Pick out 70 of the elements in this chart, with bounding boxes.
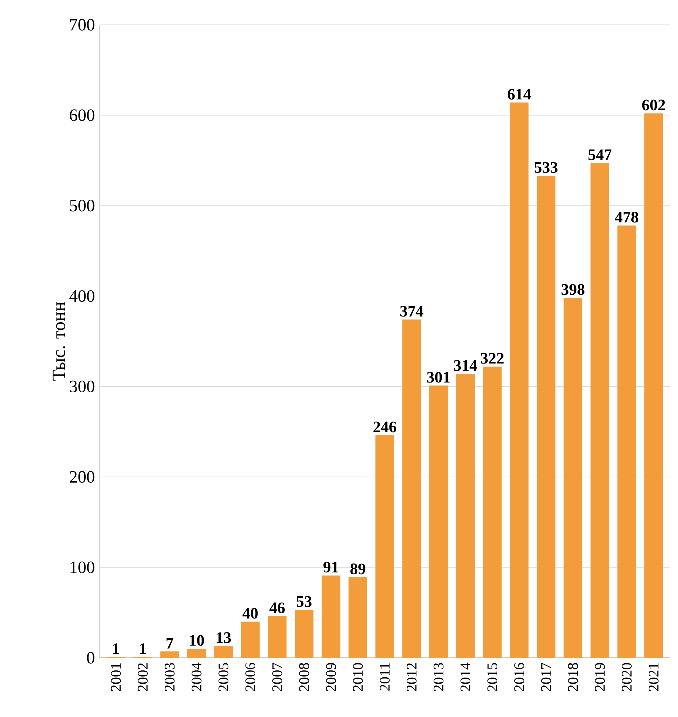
bar	[402, 320, 422, 658]
y-tick-label: 600	[70, 110, 95, 122]
data-label: 1	[113, 644, 120, 654]
bar	[322, 576, 341, 658]
y-tick-label: 300	[70, 380, 95, 393]
data-label: 10	[190, 635, 204, 646]
x-tick-label: 2002	[138, 664, 148, 692]
x-tick-label: 2013	[434, 663, 444, 692]
x-tick-label: 2003	[164, 663, 175, 692]
data-label: 478	[615, 212, 638, 223]
bar	[376, 436, 394, 658]
x-tick-label: 2017	[541, 663, 552, 692]
bar	[483, 366, 502, 658]
x-tick-label: 2007	[272, 663, 282, 692]
bar	[241, 622, 260, 658]
x-tick-label: 2011	[380, 664, 390, 691]
y-tick-label: 500	[70, 200, 95, 212]
bar	[160, 652, 180, 658]
bar	[536, 176, 556, 658]
x-tick-label: 2009	[326, 663, 336, 692]
data-label: 246	[374, 422, 397, 433]
x-tick-label: 2012	[406, 664, 417, 692]
data-label: 374	[400, 306, 424, 317]
data-label: 602	[642, 100, 666, 111]
data-label: 40	[242, 608, 258, 619]
x-tick-label: 2001	[111, 664, 122, 692]
data-label: 322	[481, 353, 504, 364]
bar	[644, 114, 664, 658]
x-tick-label: 2008	[299, 663, 310, 692]
bar	[456, 374, 475, 658]
x-tick-label: 2019	[595, 663, 606, 692]
x-tick-label: 2006	[246, 663, 256, 692]
x-tick-label: 2010	[353, 663, 364, 692]
x-tick-label: 2018	[568, 663, 578, 692]
data-label: 46	[270, 602, 285, 614]
y-tick-label: 200	[70, 471, 95, 483]
bar	[510, 102, 529, 658]
bar	[295, 610, 314, 658]
bar	[618, 226, 636, 658]
bar	[590, 163, 610, 658]
x-tick-label: 2004	[192, 662, 202, 692]
x-tick-label: 2016	[514, 663, 524, 692]
y-tick-label: 100	[70, 562, 95, 574]
data-label: 614	[508, 89, 532, 100]
x-tick-label: 2005	[218, 663, 229, 692]
y-tick-label: 700	[70, 19, 95, 31]
data-label: 7	[166, 638, 174, 649]
y-axis-title: Тыс. тонн	[52, 302, 66, 381]
x-tick-label: 2021	[648, 664, 659, 692]
data-label: 547	[588, 150, 612, 160]
x-tick-label: 2014	[460, 662, 471, 692]
y-tick-label: 400	[70, 290, 95, 302]
bar	[268, 616, 287, 658]
bar	[429, 386, 448, 658]
data-label: 398	[562, 284, 585, 296]
data-label: 314	[454, 360, 478, 372]
data-label: 1	[140, 644, 146, 654]
data-label: 533	[534, 162, 558, 174]
x-tick-label: 2020	[622, 663, 632, 692]
data-label: 89	[350, 564, 366, 575]
x-tick-label: 2015	[488, 663, 498, 692]
data-label: 13	[216, 632, 232, 644]
bar	[348, 578, 368, 658]
y-tick-label: 0	[87, 652, 95, 664]
bar	[187, 648, 206, 658]
data-label: 53	[296, 596, 312, 608]
data-label: 91	[324, 562, 338, 573]
bar	[564, 298, 583, 658]
bar	[214, 646, 234, 658]
data-label: 301	[427, 372, 450, 383]
